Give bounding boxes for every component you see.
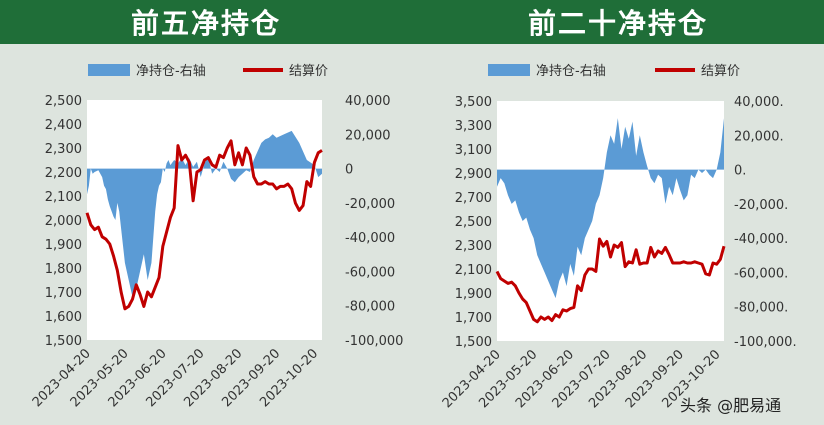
y-right-tick-label: -80,000.: [734, 301, 788, 316]
y-left-tick-label: 3,500: [455, 95, 492, 110]
net-position-area: [497, 118, 724, 299]
legend-area-swatch: [88, 64, 130, 76]
y-right-tick-label: 40,000.: [734, 95, 784, 110]
y-right-tick-label: 20,000: [345, 128, 391, 143]
y-left-tick-label: 1,900: [45, 238, 82, 253]
y-right-tick-label: -100,000: [345, 334, 403, 349]
legend-area-swatch: [488, 64, 530, 76]
y-left-tick-label: 2,700: [455, 191, 492, 206]
y-left-tick-label: 1,700: [455, 311, 492, 326]
y-left-tick-label: 1,800: [45, 262, 82, 277]
legend-area-label: 净持仓-右轴: [136, 64, 206, 79]
y-right-tick-label: -20,000.: [734, 198, 788, 213]
y-right-tick-label: -60,000: [345, 265, 395, 280]
settlement-price-line: [85, 139, 323, 311]
y-left-tick-label: 2,900: [455, 167, 492, 182]
legend-line-label: 结算价: [289, 64, 328, 79]
y-right-tick-label: -80,000: [345, 300, 395, 315]
y-left-tick-label: 3,300: [455, 119, 492, 134]
y-left-tick-label: 1,700: [45, 286, 82, 301]
y-left-tick-label: 2,400: [45, 118, 82, 133]
y-right-tick-label: 20,000.: [734, 129, 784, 144]
watermark: 头条 @肥易通: [680, 396, 782, 415]
y-right-tick-label: -40,000.: [734, 232, 788, 247]
y-left-tick-label: 1,900: [455, 287, 492, 302]
y-right-tick-label: -100,000.: [734, 335, 797, 350]
net-position-area: [87, 130, 322, 298]
y-right-tick-label: 0.: [734, 164, 746, 179]
y-left-tick-label: 2,500: [455, 215, 492, 230]
y-right-tick-label: 0: [345, 163, 353, 178]
y-left-tick-label: 2,500: [45, 94, 82, 109]
y-right-tick-label: -40,000: [345, 231, 395, 246]
y-right-tick-label: -20,000: [345, 197, 395, 212]
y-left-tick-label: 2,100: [45, 190, 82, 205]
y-left-tick-label: 2,000: [45, 214, 82, 229]
left-chart: 1,500 1,600 1,700 1,800 1,900 2,000 2,100 2,200…: [30, 64, 403, 410]
y-left-tick-label: 2,200: [45, 166, 82, 181]
y-right-tick-label: 40,000: [345, 94, 391, 109]
right-panel: 前二十净持仓 1,500 1,700 1,900 2,100 2,300 2,500 2,7…: [412, 0, 824, 425]
left-panel: 前五净持仓 1,500 1,600 1,700 1,800 1,900 2,000 2,10…: [0, 0, 412, 411]
y-left-tick-label: 1,500: [45, 334, 82, 349]
y-left-tick-label: 1,600: [45, 310, 82, 325]
y-left-tick-label: 2,300: [455, 239, 492, 254]
y-left-tick-label: 2,300: [45, 142, 82, 157]
y-left-tick-label: 2,100: [455, 263, 492, 278]
right-chart: 1,500 1,700 1,900 2,100 2,300 2,500 2,700 2,900…: [440, 64, 797, 411]
settlement-price-line: [495, 237, 726, 324]
y-left-tick-label: 3,100: [455, 143, 492, 158]
y-right-tick-label: -60,000.: [734, 266, 788, 281]
y-left-tick-label: 1,500: [455, 335, 492, 350]
legend-line-label: 结算价: [701, 64, 740, 79]
legend-area-label: 净持仓-右轴: [536, 64, 606, 79]
left-title: 前五净持仓: [0, 0, 412, 44]
right-title: 前二十净持仓: [412, 0, 824, 44]
